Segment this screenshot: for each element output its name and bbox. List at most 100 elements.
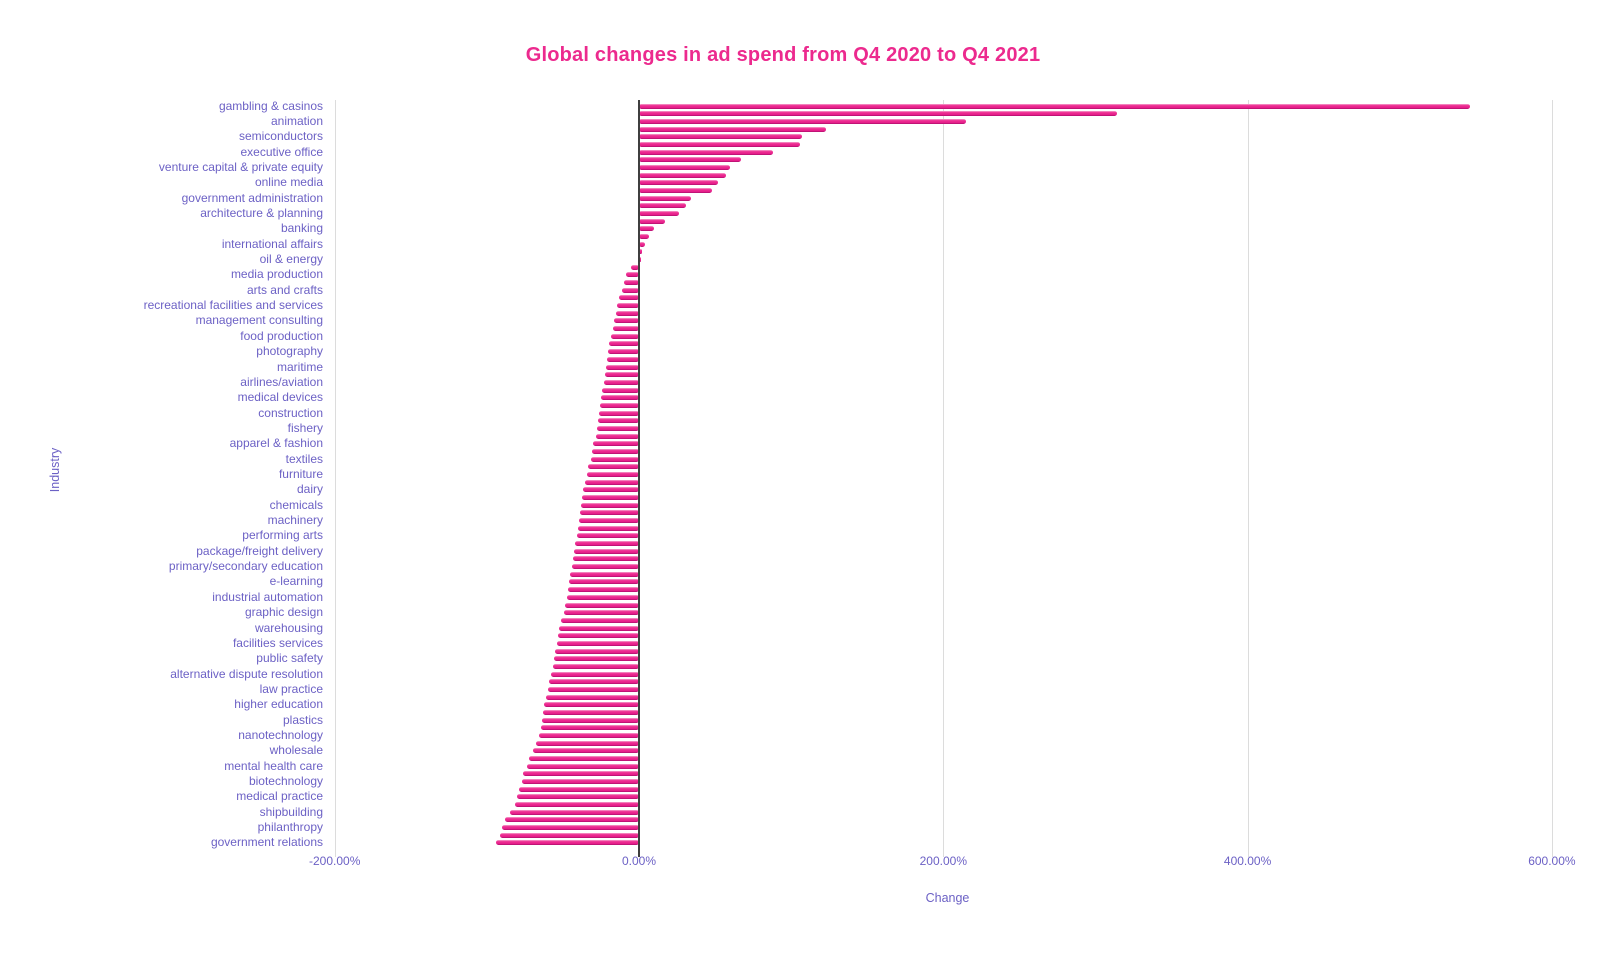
bar[interactable] xyxy=(499,832,639,838)
bar[interactable] xyxy=(563,610,639,616)
bar[interactable] xyxy=(565,602,639,608)
bar[interactable] xyxy=(521,779,639,785)
bar[interactable] xyxy=(567,587,639,593)
bar[interactable] xyxy=(556,640,639,646)
bar[interactable] xyxy=(639,134,802,140)
bar[interactable] xyxy=(609,341,639,347)
bar[interactable] xyxy=(523,771,639,777)
bar[interactable] xyxy=(517,794,639,800)
bar[interactable] xyxy=(607,356,639,362)
bar[interactable] xyxy=(612,326,639,332)
bar[interactable] xyxy=(608,349,639,355)
bar[interactable] xyxy=(639,195,692,201)
bar[interactable] xyxy=(593,441,639,447)
bar[interactable] xyxy=(639,234,649,239)
bar[interactable] xyxy=(559,625,639,631)
bar[interactable] xyxy=(605,372,639,378)
bar[interactable] xyxy=(588,464,639,470)
bar[interactable] xyxy=(579,518,639,524)
bar[interactable] xyxy=(614,318,639,324)
bar[interactable] xyxy=(554,656,639,662)
bar[interactable] xyxy=(542,709,639,715)
bar[interactable] xyxy=(576,533,639,539)
bar[interactable] xyxy=(600,402,639,408)
bar[interactable] xyxy=(569,579,639,585)
bar[interactable] xyxy=(502,825,639,831)
bar[interactable] xyxy=(639,141,801,147)
bar[interactable] xyxy=(639,111,1117,117)
bar[interactable] xyxy=(631,264,639,270)
bar[interactable] xyxy=(597,418,639,424)
bar[interactable] xyxy=(604,379,639,385)
bar[interactable] xyxy=(532,748,639,754)
bar[interactable] xyxy=(602,387,639,393)
bar[interactable] xyxy=(639,257,641,263)
bar[interactable] xyxy=(621,287,639,293)
bar[interactable] xyxy=(549,679,639,685)
bar[interactable] xyxy=(639,149,773,155)
bar[interactable] xyxy=(617,303,639,309)
bar[interactable] xyxy=(509,809,639,815)
bar[interactable] xyxy=(639,249,643,255)
bar[interactable] xyxy=(547,686,639,692)
bar[interactable] xyxy=(584,479,639,485)
bar[interactable] xyxy=(581,502,639,508)
bar[interactable] xyxy=(577,525,639,531)
bar[interactable] xyxy=(529,756,639,762)
y-axis-label: government administration xyxy=(181,190,323,205)
bar[interactable] xyxy=(552,663,639,669)
bar[interactable] xyxy=(639,172,726,178)
bar[interactable] xyxy=(616,310,639,316)
bar[interactable] xyxy=(514,802,639,808)
bar[interactable] xyxy=(600,395,639,401)
bar[interactable] xyxy=(550,671,639,677)
bar[interactable] xyxy=(546,694,639,700)
bar[interactable] xyxy=(541,717,639,723)
bar[interactable] xyxy=(583,487,639,493)
bar[interactable] xyxy=(579,510,639,516)
bar[interactable] xyxy=(557,633,639,639)
bar[interactable] xyxy=(575,541,639,547)
bar[interactable] xyxy=(639,118,967,124)
bar[interactable] xyxy=(639,126,827,132)
bar[interactable] xyxy=(639,157,741,163)
bar[interactable] xyxy=(595,433,639,439)
bar[interactable] xyxy=(639,187,713,193)
bar[interactable] xyxy=(639,180,719,186)
bar[interactable] xyxy=(596,425,639,431)
bar[interactable] xyxy=(639,203,687,209)
bar[interactable] xyxy=(606,364,639,370)
bar[interactable] xyxy=(639,103,1470,109)
bar[interactable] xyxy=(495,840,639,846)
bar[interactable] xyxy=(572,556,639,562)
zero-line xyxy=(638,100,640,857)
bar[interactable] xyxy=(639,210,679,216)
bar[interactable] xyxy=(639,164,731,170)
bar[interactable] xyxy=(560,617,639,623)
bar[interactable] xyxy=(566,594,639,600)
bar[interactable] xyxy=(555,648,639,654)
bar[interactable] xyxy=(540,725,639,731)
bar[interactable] xyxy=(527,763,639,769)
bar[interactable] xyxy=(581,495,639,501)
bar[interactable] xyxy=(626,272,639,278)
bar[interactable] xyxy=(623,280,639,286)
y-axis-label: construction xyxy=(258,405,323,420)
bar[interactable] xyxy=(544,702,639,708)
bar[interactable] xyxy=(539,733,639,738)
bar[interactable] xyxy=(586,471,639,477)
bar[interactable] xyxy=(570,571,639,577)
bar[interactable] xyxy=(639,241,646,247)
bar[interactable] xyxy=(535,740,639,746)
bar[interactable] xyxy=(639,218,665,224)
bar[interactable] xyxy=(574,548,639,554)
bar[interactable] xyxy=(591,448,639,454)
bar[interactable] xyxy=(519,786,639,792)
bar[interactable] xyxy=(505,817,639,823)
bar[interactable] xyxy=(590,456,639,462)
bar[interactable] xyxy=(599,410,639,416)
bar[interactable] xyxy=(619,295,639,301)
bar[interactable] xyxy=(639,226,655,232)
bar[interactable] xyxy=(610,333,639,339)
bar[interactable] xyxy=(571,564,639,570)
